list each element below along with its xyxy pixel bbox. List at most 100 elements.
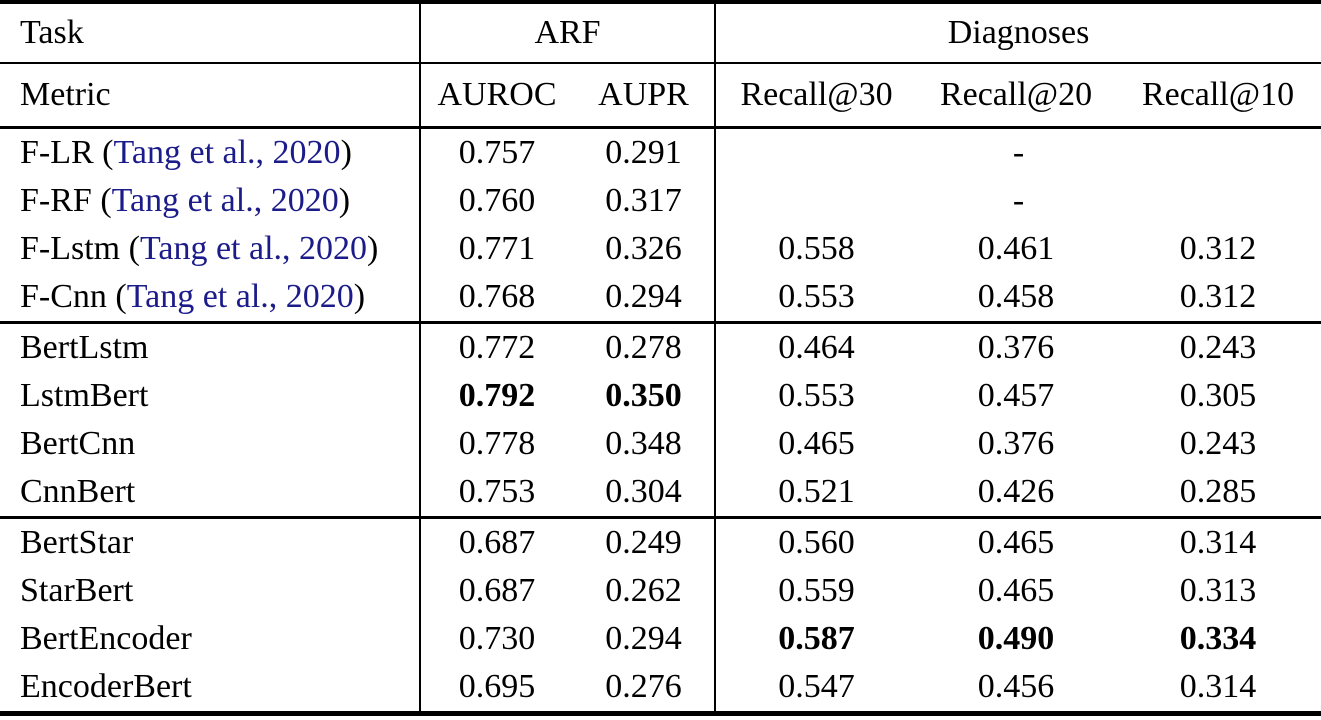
cell-recall20: 0.457	[977, 377, 1055, 414]
model-name: F-Lstm (Tang et al., 2020)	[0, 225, 421, 273]
cell-auroc: 0.753	[420, 468, 573, 519]
cell-recall30: 0.547	[778, 668, 855, 705]
cell-recall10: 0.312	[1179, 230, 1257, 267]
model-name: LstmBert	[0, 372, 421, 420]
model-name-suffix: )	[353, 278, 366, 315]
model-name: F-Cnn (Tang et al., 2020)	[0, 273, 421, 324]
cell-aupr: 0.304	[573, 468, 717, 519]
model-name-text: F-Cnn (	[20, 278, 127, 315]
model-name: F-LR (Tang et al., 2020)	[0, 127, 421, 177]
model-name: EncoderBert	[0, 663, 421, 714]
cell-auroc: 0.778	[458, 425, 536, 462]
cell-recall20: 0.461	[977, 230, 1055, 267]
cell-aupr: 0.249	[573, 517, 717, 567]
cell-diagnoses-dash: -	[1012, 182, 1025, 219]
header-aupr: AUPR	[573, 63, 717, 129]
cell-aupr: 0.294	[573, 615, 717, 663]
cell-recall10: 0.334	[1179, 620, 1257, 657]
table-row-bertlstm: BertLstm 0.772 0.278 0.464 0.376 0.243	[0, 322, 1321, 372]
cell-auroc: 0.772	[458, 329, 536, 366]
cell-auroc: 0.695	[458, 668, 536, 705]
cell-auroc: 0.687	[458, 524, 536, 561]
table-row-encoderbert: EncoderBert 0.695 0.276 0.547 0.456 0.31…	[0, 663, 1321, 714]
model-name: BertStar	[0, 517, 421, 567]
cell-recall30: 0.587	[778, 620, 855, 657]
cell-recall20: 0.426	[917, 468, 1116, 519]
model-name: StarBert	[0, 567, 421, 615]
model-name: CnnBert	[0, 468, 421, 519]
table-row-lstmbert: LstmBert 0.792 0.350 0.553 0.457 0.305	[0, 372, 1321, 420]
table-row-f-rf: F-RF (Tang et al., 2020) 0.760 0.317 -	[0, 177, 1321, 225]
model-name: BertCnn	[0, 420, 421, 468]
cell-recall10: 0.312	[1115, 273, 1321, 324]
model-name: BertLstm	[0, 322, 421, 372]
cell-recall30: 0.558	[778, 230, 855, 267]
header-group-arf: ARF	[420, 2, 717, 64]
cell-recall10: 0.313	[1179, 572, 1257, 609]
header-recall30: Recall@30	[715, 63, 918, 129]
cell-aupr: 0.348	[573, 420, 717, 468]
header-metric: Metric	[0, 63, 421, 129]
cell-recall10: 0.285	[1115, 468, 1321, 519]
citation-link-tang-2020[interactable]: Tang et al., 2020	[113, 134, 341, 171]
cell-recall10: 0.314	[1179, 524, 1257, 561]
cell-aupr: 0.291	[573, 127, 717, 177]
table-row-bertencoder: BertEncoder 0.730 0.294 0.587 0.490 0.33…	[0, 615, 1321, 663]
cell-recall20: 0.490	[977, 620, 1055, 657]
cell-recall20: 0.465	[977, 572, 1055, 609]
header-row-task: Task ARF Diagnoses	[0, 2, 1321, 64]
citation-link-tang-2020[interactable]: Tang et al., 2020	[139, 230, 368, 267]
table-row-starbert: StarBert 0.687 0.262 0.559 0.465 0.313	[0, 567, 1321, 615]
cell-auroc: 0.760	[458, 182, 536, 219]
cell-aupr: 0.276	[573, 663, 717, 714]
cell-recall10: 0.314	[1179, 668, 1257, 705]
cell-recall30: 0.553	[715, 273, 918, 324]
header-row-metric: Metric AUROC AUPR Recall@30 Recall@20 Re…	[0, 63, 1321, 129]
model-name-text: F-Lstm (	[20, 230, 140, 267]
model-name: BertEncoder	[0, 615, 421, 663]
header-task: Task	[0, 2, 421, 64]
cell-recall30: 0.465	[778, 425, 855, 462]
cell-recall20: 0.376	[977, 329, 1055, 366]
header-recall10: Recall@10	[1115, 63, 1321, 129]
citation-link-tang-2020[interactable]: Tang et al., 2020	[126, 278, 354, 315]
cell-aupr: 0.262	[573, 567, 717, 615]
model-name-suffix: )	[338, 182, 351, 219]
cell-auroc: 0.771	[458, 230, 536, 267]
cell-aupr: 0.294	[573, 273, 717, 324]
cell-recall30: 0.559	[778, 572, 855, 609]
cell-auroc: 0.768	[420, 273, 573, 324]
cell-aupr: 0.326	[573, 225, 717, 273]
cell-recall20: 0.458	[917, 273, 1116, 324]
cell-recall30: 0.464	[778, 329, 855, 366]
cell-recall30: 0.553	[778, 377, 855, 414]
cell-aupr: 0.278	[573, 322, 717, 372]
cell-recall30: 0.560	[778, 524, 855, 561]
model-name-suffix: )	[367, 230, 379, 267]
table-row-f-cnn: F-Cnn (Tang et al., 2020) 0.768 0.294 0.…	[0, 273, 1321, 324]
table-row-bertcnn: BertCnn 0.778 0.348 0.465 0.376 0.243	[0, 420, 1321, 468]
model-name-suffix: )	[340, 134, 352, 171]
model-name-text: F-LR (	[20, 134, 114, 171]
model-name: F-RF (Tang et al., 2020)	[0, 177, 421, 225]
cell-recall10: 0.243	[1179, 425, 1257, 462]
header-recall20: Recall@20	[917, 63, 1116, 129]
cell-diagnoses-dash: -	[1012, 134, 1025, 171]
header-auroc: AUROC	[420, 63, 573, 129]
cell-recall20: 0.465	[977, 524, 1055, 561]
cell-auroc: 0.792	[458, 377, 536, 414]
cell-auroc: 0.687	[458, 572, 536, 609]
table-row-bertstar: BertStar 0.687 0.249 0.560 0.465 0.314	[0, 517, 1321, 567]
header-group-diagnoses: Diagnoses	[715, 2, 1321, 64]
cell-auroc: 0.730	[458, 620, 536, 657]
table-row-cnnbert: CnnBert 0.753 0.304 0.521 0.426 0.285	[0, 468, 1321, 519]
citation-link-tang-2020[interactable]: Tang et al., 2020	[111, 182, 339, 219]
cell-recall20: 0.456	[977, 668, 1055, 705]
cell-recall10: 0.305	[1179, 377, 1257, 414]
table-row-f-lstm: F-Lstm (Tang et al., 2020) 0.771 0.326 0…	[0, 225, 1321, 273]
cell-recall30: 0.521	[715, 468, 918, 519]
cell-aupr: 0.350	[573, 372, 717, 420]
table-row-f-lr: F-LR (Tang et al., 2020) 0.757 0.291 -	[0, 127, 1321, 177]
cell-recall20: 0.376	[977, 425, 1055, 462]
